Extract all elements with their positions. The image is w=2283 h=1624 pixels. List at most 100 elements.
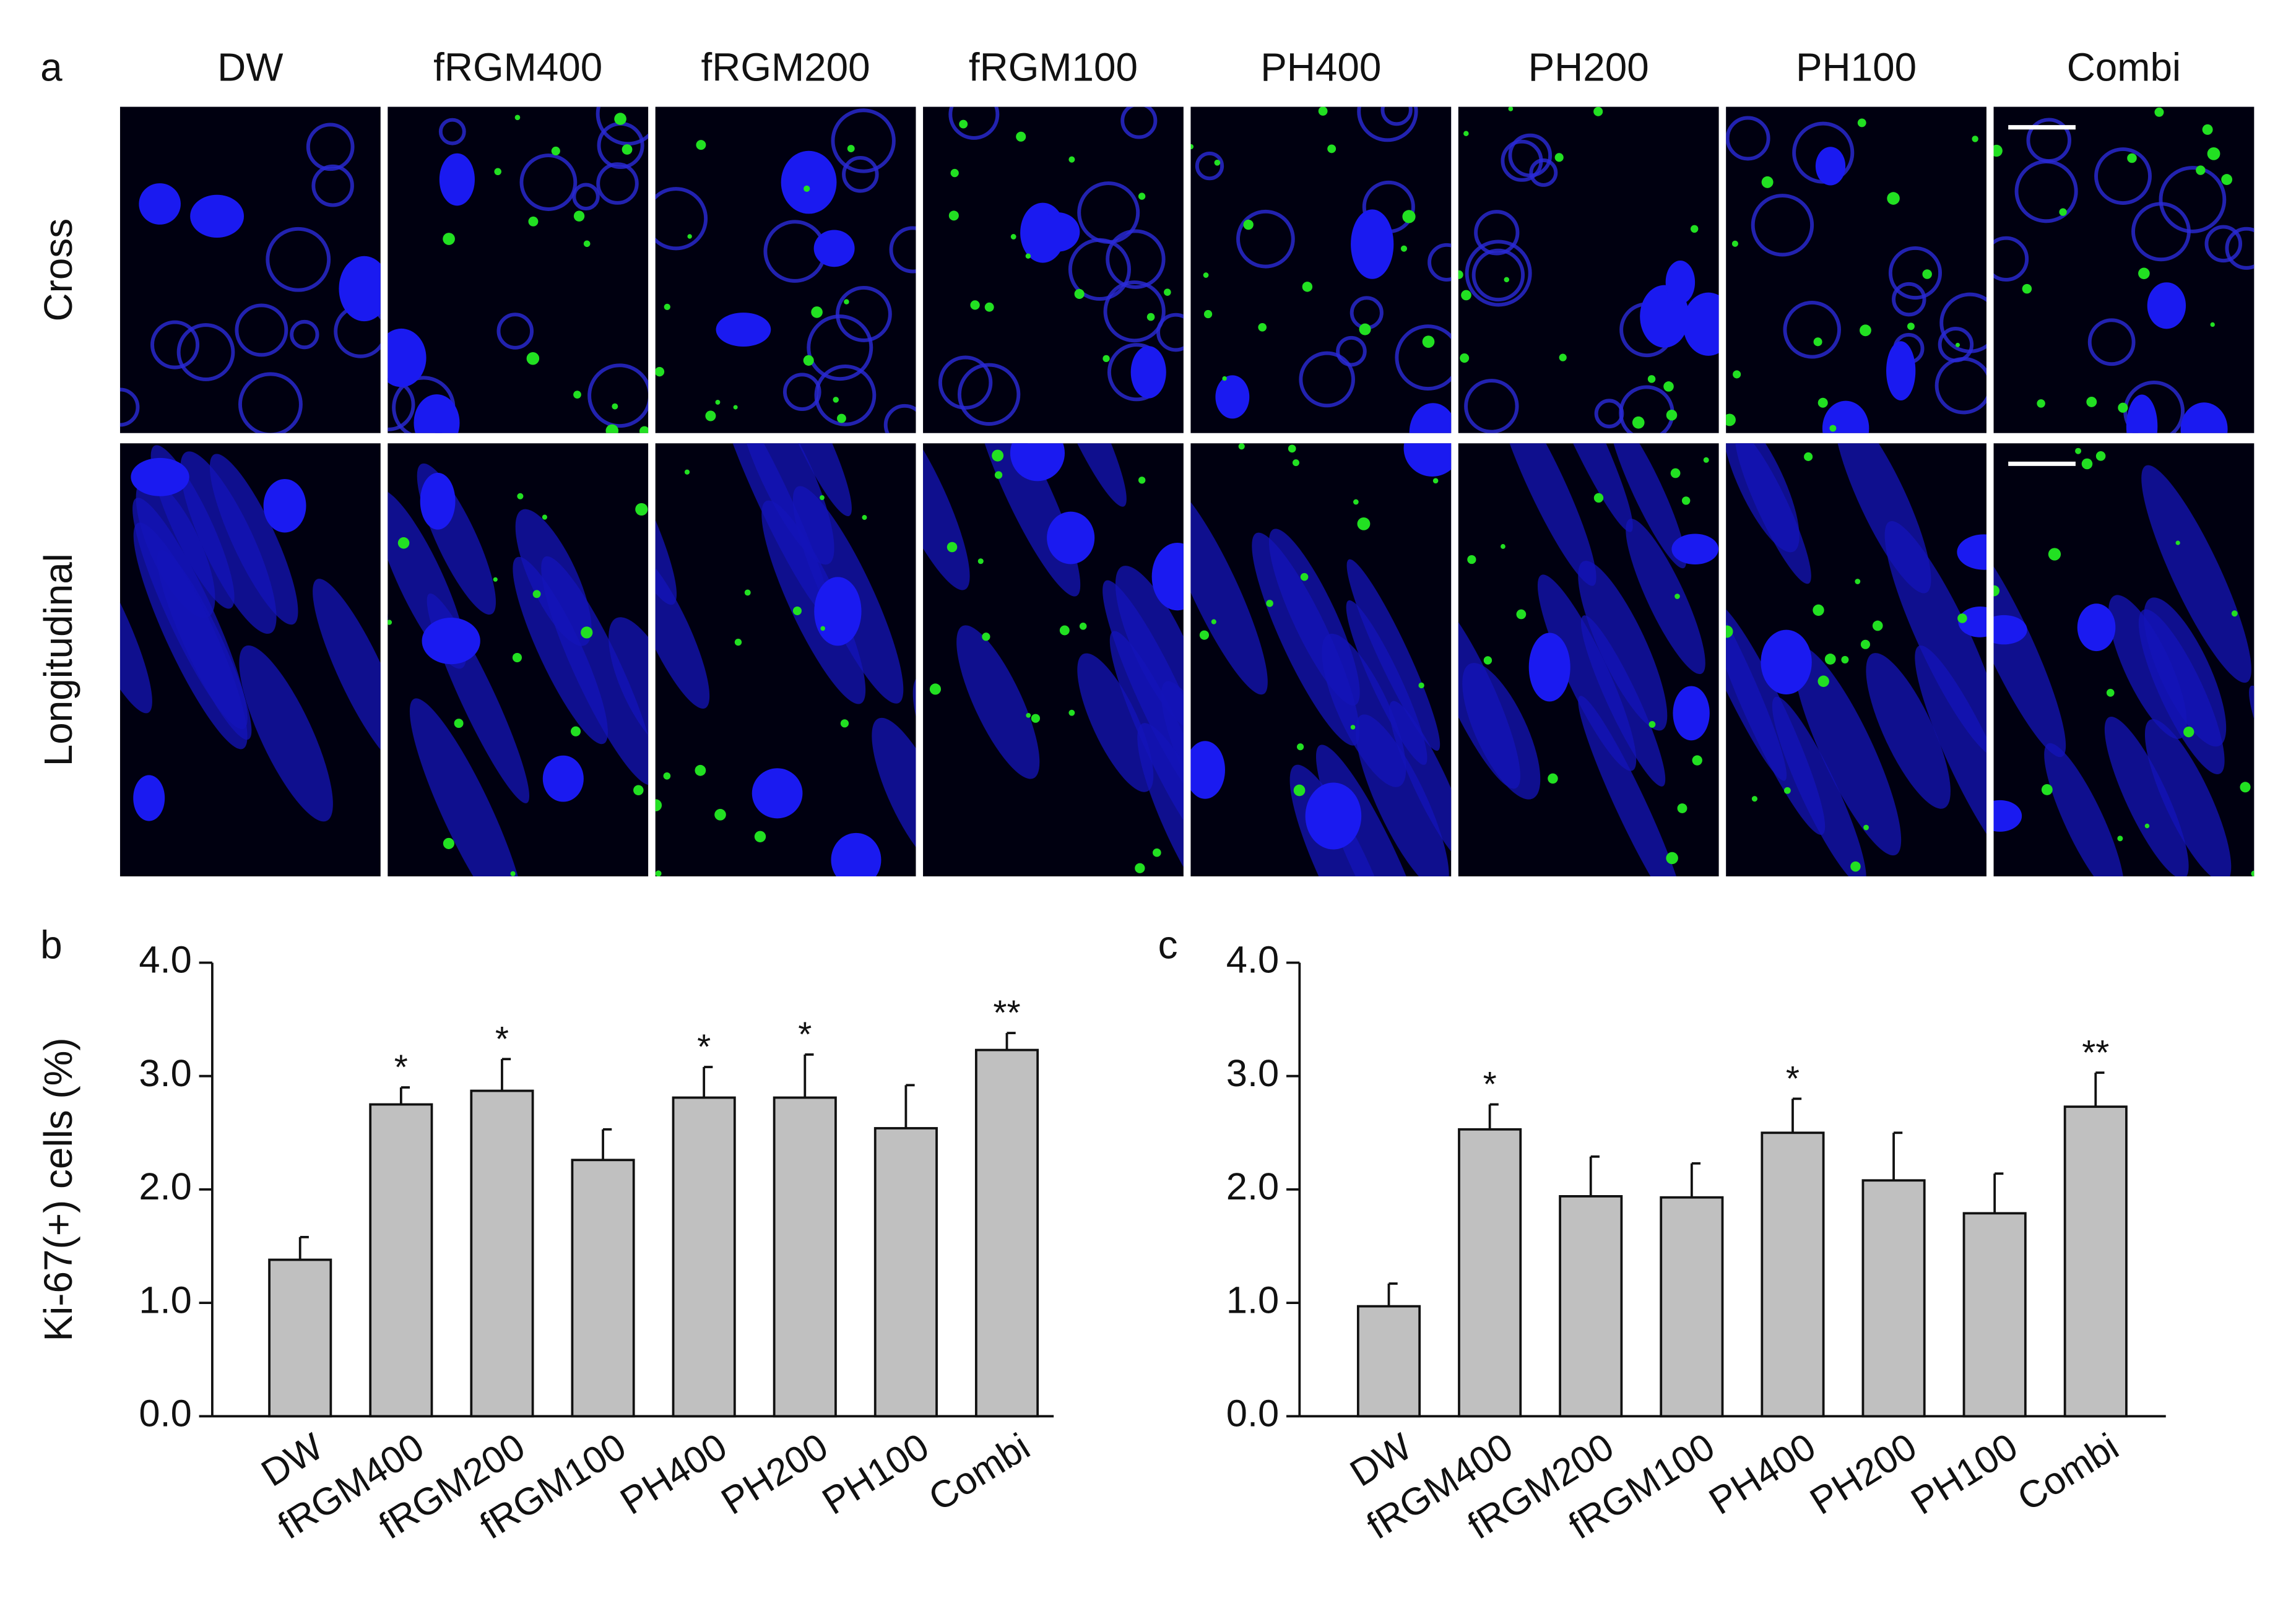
follicle [1471, 248, 1525, 302]
signal [454, 719, 464, 728]
signal [542, 514, 547, 520]
micrograph-content [1458, 443, 1719, 877]
signal [1731, 240, 1738, 247]
follicle [596, 106, 649, 146]
signal [811, 306, 823, 318]
signal [1860, 324, 1871, 337]
y-tick-label: 1.0 [139, 1279, 191, 1321]
signal [663, 772, 671, 780]
signal [581, 626, 593, 639]
signal [2196, 165, 2206, 175]
signal [2127, 153, 2137, 163]
bar [1458, 1128, 1522, 1418]
signal [2075, 447, 2082, 454]
micrograph-content [388, 443, 649, 877]
signal [1318, 106, 1328, 116]
signal [2207, 147, 2220, 160]
signal [570, 726, 581, 736]
signal [862, 515, 867, 520]
significance: * [495, 1020, 509, 1059]
nucleus [1815, 147, 1846, 186]
signal [2210, 322, 2215, 327]
signal [2095, 451, 2106, 461]
follicle [1726, 552, 1787, 781]
micrograph-content [938, 106, 1184, 426]
bar [974, 1048, 1039, 1418]
follicle [1077, 653, 1154, 792]
follicle [842, 155, 879, 193]
signal [1292, 459, 1299, 467]
x-tick-label: PH100 [815, 1425, 937, 1523]
signal [994, 471, 1003, 479]
signal [1783, 787, 1791, 794]
follicle [438, 118, 466, 145]
column-header: fRGM400 [433, 45, 602, 89]
signal [1829, 425, 1837, 432]
nucleus [716, 313, 771, 347]
micrograph-grid [119, 106, 2255, 877]
nucleus [190, 194, 245, 238]
bar [369, 1103, 433, 1418]
significance: * [798, 1016, 812, 1055]
signal [1677, 803, 1687, 813]
column-header: PH400 [1260, 45, 1381, 89]
signal [1663, 381, 1674, 392]
signal [2041, 784, 2053, 795]
signal [687, 234, 692, 239]
column-header: PH200 [1528, 45, 1649, 89]
signal [573, 210, 585, 222]
signal [1222, 376, 1227, 381]
signal [820, 495, 825, 500]
signal [970, 300, 980, 310]
bar [1356, 1305, 1421, 1418]
signal [754, 831, 766, 842]
signal [1353, 499, 1359, 505]
follicle [2131, 202, 2191, 262]
signal [1857, 118, 1866, 127]
signal [397, 537, 410, 549]
signal [1726, 625, 1733, 638]
follicle [306, 123, 355, 171]
follicle [2138, 609, 2225, 774]
y-axis-label: Ki-67(+) cells (%) [36, 1037, 80, 1341]
y-tick-label: 4.0 [1226, 939, 1279, 982]
nucleus [1047, 511, 1095, 564]
follicle [1866, 653, 1951, 809]
signal [2117, 836, 2123, 842]
y-tick-label: 2.0 [139, 1165, 191, 1208]
signal [847, 145, 855, 152]
follicle [1190, 481, 1268, 695]
signal [2081, 458, 2093, 470]
signal [1146, 313, 1155, 321]
bar [1660, 1196, 1724, 1418]
signal [1483, 656, 1492, 665]
follicle [1726, 116, 1770, 161]
follicle [1115, 566, 1184, 731]
signal [510, 871, 516, 876]
x-tick-label: PH400 [1702, 1425, 1823, 1523]
nucleus [781, 150, 837, 214]
signal [714, 809, 726, 821]
signal [1681, 496, 1691, 505]
follicle [2204, 225, 2243, 263]
follicle [2087, 318, 2136, 366]
follicle [2104, 716, 2189, 877]
follicle [1609, 443, 1687, 569]
y-tick-label: 2.0 [1226, 1165, 1279, 1208]
signal [1733, 370, 1741, 379]
nucleus [1822, 400, 1869, 433]
follicle [2225, 227, 2255, 270]
signal [1211, 619, 1216, 624]
nucleus [131, 457, 189, 496]
signal [633, 785, 644, 795]
signal [612, 403, 618, 410]
nucleus [439, 153, 475, 206]
follicle [1529, 158, 1558, 187]
signal [1400, 245, 1408, 252]
signal [1357, 517, 1371, 530]
significance: * [1786, 1060, 1800, 1099]
follicle [1195, 151, 1224, 181]
nucleus [1409, 403, 1452, 433]
signal [1432, 478, 1439, 484]
signal [1863, 824, 1869, 831]
